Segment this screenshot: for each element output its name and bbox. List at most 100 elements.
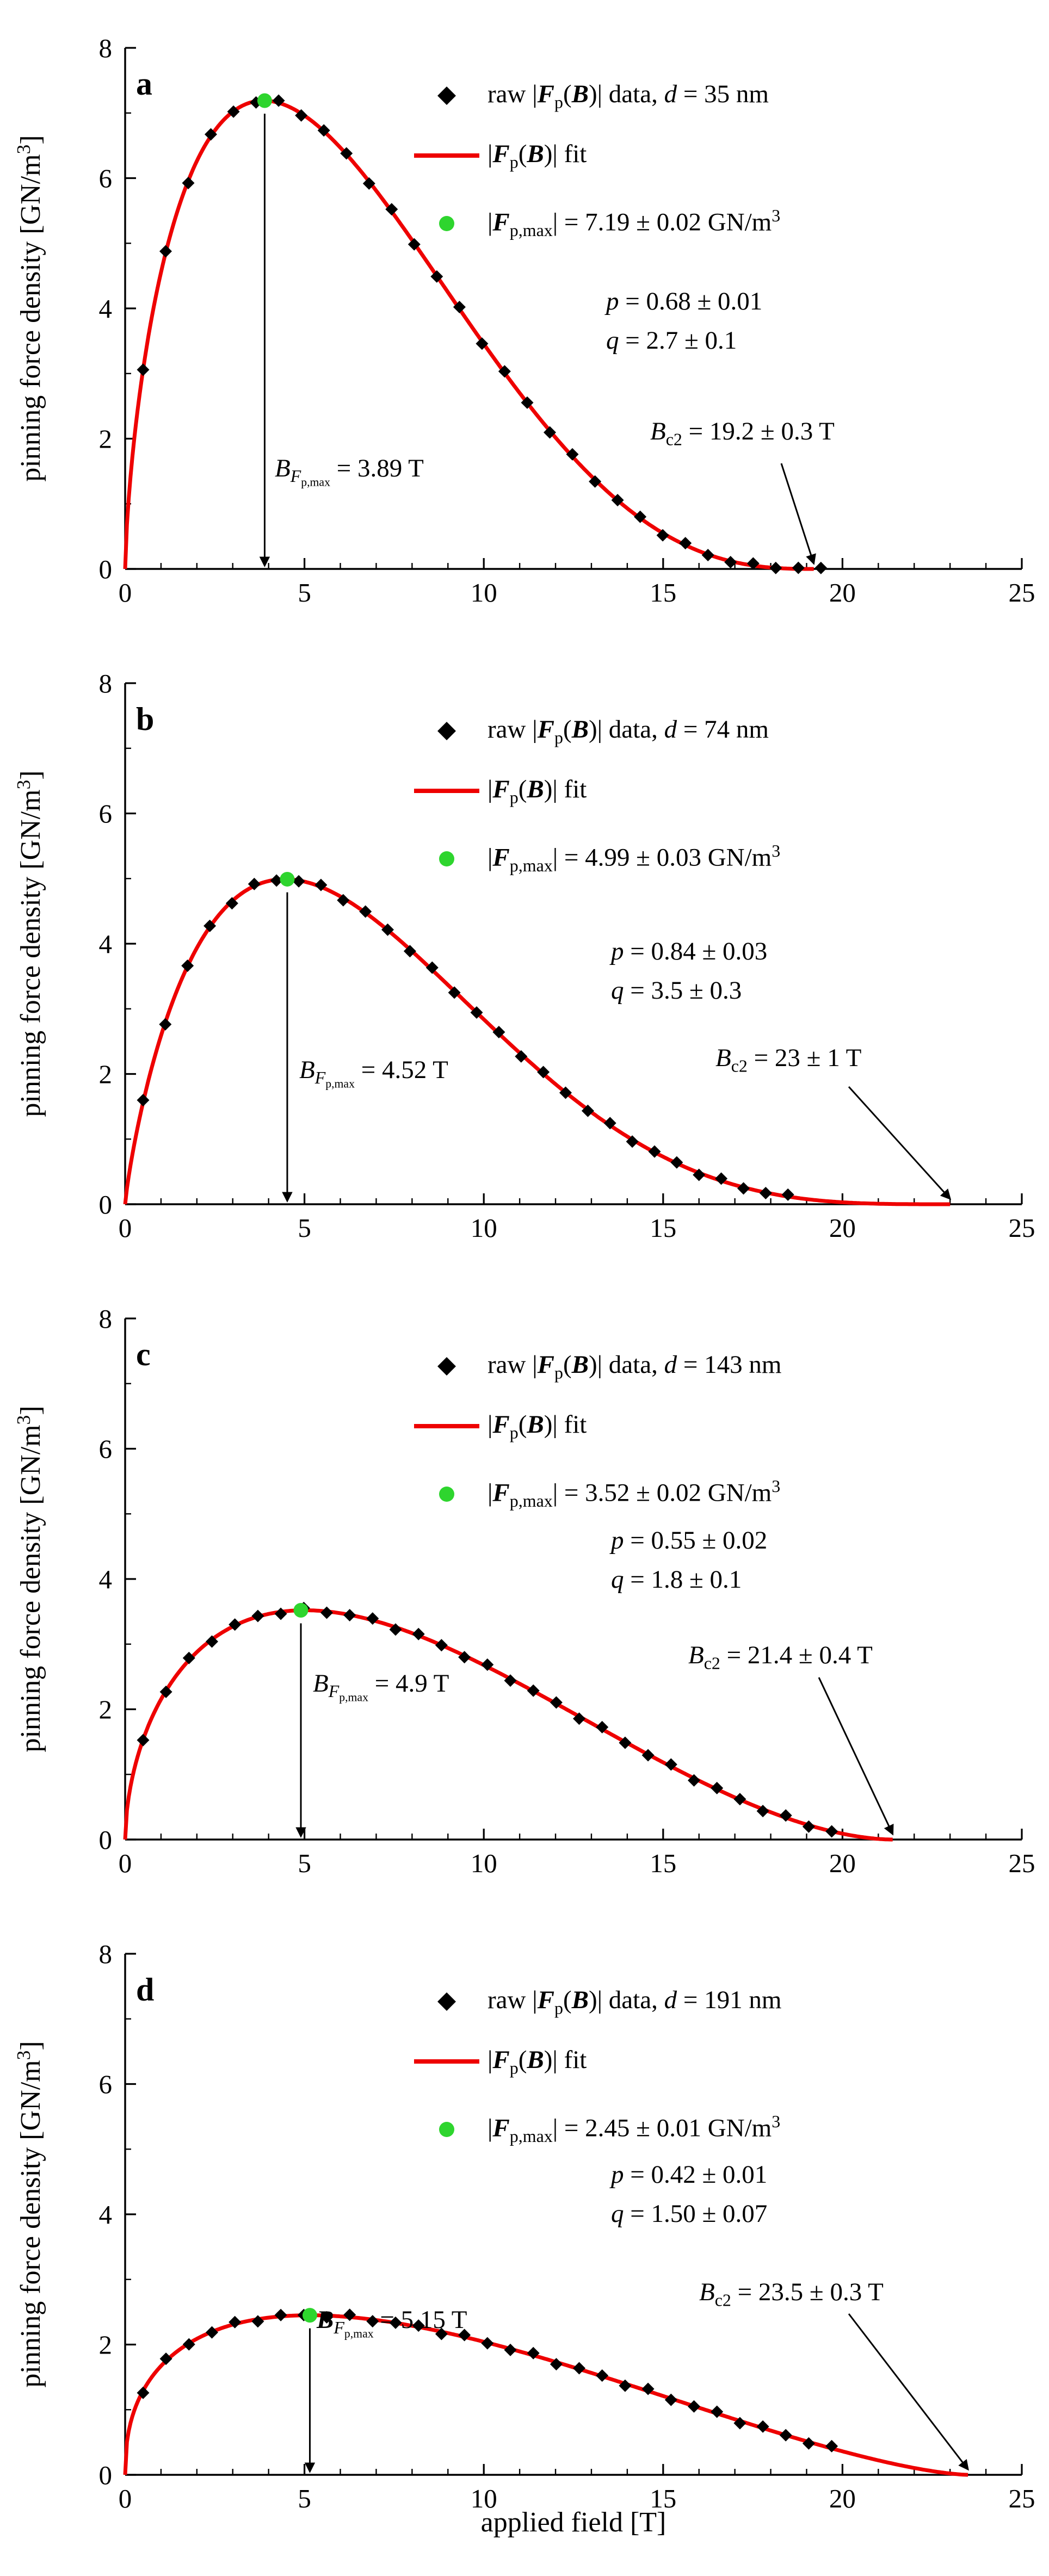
data-point [343, 2308, 356, 2321]
x-tick-label: 15 [650, 2484, 676, 2513]
legend-item-raw: raw |Fp(B)| data, d = 35 nm [409, 79, 769, 113]
data-point [550, 2358, 563, 2371]
q-value: q = 3.5 ± 0.3 [611, 976, 742, 1005]
y-tick-label: 8 [99, 668, 113, 698]
data-point [737, 1182, 750, 1195]
diamond-marker-icon [409, 722, 484, 740]
raw-data-points [137, 1601, 838, 1838]
panel-b: 0 5 10 15 20 25 0 2 4 6 8 pinning force density [G… [0, 635, 1049, 1271]
data-point [619, 2379, 632, 2392]
data-point [435, 1639, 448, 1652]
data-point [733, 2417, 746, 2430]
data-point [596, 2369, 609, 2382]
data-point [596, 1720, 609, 1733]
data-point [203, 919, 217, 932]
data-point [756, 1805, 769, 1818]
data-point [476, 337, 489, 350]
x-tick-label: 0 [119, 578, 132, 608]
data-point [759, 1187, 772, 1199]
y-tick-label: 2 [99, 424, 113, 454]
fit-line-icon [409, 2059, 484, 2064]
data-point [229, 1618, 242, 1631]
data-point [802, 2437, 815, 2450]
plot-area-a: 0 5 10 15 20 25 0 2 4 6 8 [99, 33, 1035, 608]
data-point [182, 177, 195, 189]
plot-area-d: 0 5 10 15 20 25 0 2 4 6 8 [99, 1939, 1035, 2513]
fit-parameters-a: p = 0.68 ± 0.01 q = 2.7 ± 0.1 [606, 282, 762, 360]
data-point [389, 2316, 402, 2329]
legend-item-fit: |Fp(B)| fit [409, 1409, 587, 1443]
data-point [693, 1168, 706, 1181]
legend-fit-label: |Fp(B)| fit [488, 1410, 587, 1442]
legend-max-label: |Fp,max| = 2.45 ± 0.01 GN/m3 [488, 2112, 781, 2146]
data-point [715, 1172, 728, 1185]
q-value: q = 2.7 ± 0.1 [606, 326, 737, 355]
data-point [688, 1774, 700, 1787]
bfpmax-annotation: BFp,max = 4.52 T [299, 1056, 448, 1091]
y-tick-label: 4 [99, 294, 113, 324]
data-point [385, 203, 398, 216]
data-point [573, 1712, 585, 1725]
panel-letter-b: b [136, 701, 155, 737]
bfpmax-annotation: BFp,max = 3.89 T [275, 454, 424, 489]
data-point [670, 1156, 683, 1169]
legend-item-max: |Fp,max| = 4.99 ± 0.03 GN/m3 [409, 841, 781, 876]
data-point [448, 986, 461, 999]
data-point [229, 2315, 242, 2329]
data-point [746, 557, 760, 570]
data-point [527, 2346, 540, 2360]
legend-item-raw: raw |Fp(B)| data, d = 74 nm [409, 714, 769, 748]
x-tick-label: 25 [1009, 578, 1035, 608]
data-point [779, 2429, 792, 2442]
y-tick-label: 6 [99, 2070, 113, 2100]
x-axis-title: applied field [T] [480, 2507, 667, 2538]
data-point [181, 959, 194, 972]
data-point [492, 1026, 505, 1038]
fit-curve [123, 877, 951, 1206]
data-point [251, 2315, 264, 2328]
x-tick-label: 5 [298, 1213, 311, 1243]
legend-raw-label: raw |Fp(B)| data, d = 74 nm [488, 715, 769, 747]
bfpmax-annotation: BFp,max = 4.9 T [313, 1669, 449, 1704]
x-tick-label: 15 [650, 1213, 676, 1243]
y-tick-label: 4 [99, 1564, 113, 1594]
fit-line-icon [409, 789, 484, 793]
data-point [272, 94, 285, 107]
x-tick-label: 15 [650, 578, 676, 608]
data-point [641, 2382, 655, 2395]
panel-letter-d: d [136, 1972, 155, 2008]
fpmax-marker [257, 93, 272, 108]
data-point [435, 2327, 448, 2340]
data-point [756, 2420, 769, 2433]
legend-max-label: |Fp,max| = 4.99 ± 0.03 GN/m3 [488, 841, 781, 876]
y-tick-label: 2 [99, 1695, 113, 1725]
fit-parameters-d: p = 0.42 ± 0.01 q = 1.50 ± 0.07 [611, 2155, 767, 2233]
data-point [573, 2362, 585, 2375]
panel-letter-c: c [136, 1336, 151, 1372]
y-tick-label: 8 [99, 1939, 113, 1969]
data-point [779, 1809, 792, 1822]
raw-data-points [137, 94, 828, 574]
data-point [679, 537, 692, 550]
fpmax-marker [280, 871, 295, 887]
legend-raw-label: raw |Fp(B)| data, d = 191 nm [488, 1985, 782, 2018]
data-point [634, 510, 647, 523]
bc2-annotation: Bc2 = 23 ± 1 T [715, 1044, 862, 1076]
legend-fit-label: |Fp(B)| fit [488, 139, 587, 172]
data-point [825, 2439, 838, 2453]
data-point [362, 177, 375, 190]
x-tick-label: 5 [298, 2484, 311, 2513]
data-point [566, 448, 579, 461]
data-point [251, 1609, 264, 1623]
legend-item-max: |Fp,max| = 3.52 ± 0.02 GN/m3 [409, 1477, 780, 1511]
fit-curve [123, 98, 814, 571]
data-point [504, 1674, 517, 1687]
diamond-marker-icon [409, 1992, 484, 2011]
axes: 0 5 10 15 20 25 0 2 4 6 8 [99, 668, 1035, 1243]
max-dot-icon [409, 2122, 484, 2137]
legend-item-max: |Fp,max| = 2.45 ± 0.01 GN/m3 [409, 2112, 781, 2146]
q-value: q = 1.50 ± 0.07 [611, 2200, 768, 2228]
max-dot-icon [409, 216, 484, 231]
data-point [688, 2400, 700, 2413]
x-tick-label: 25 [1009, 2484, 1035, 2513]
